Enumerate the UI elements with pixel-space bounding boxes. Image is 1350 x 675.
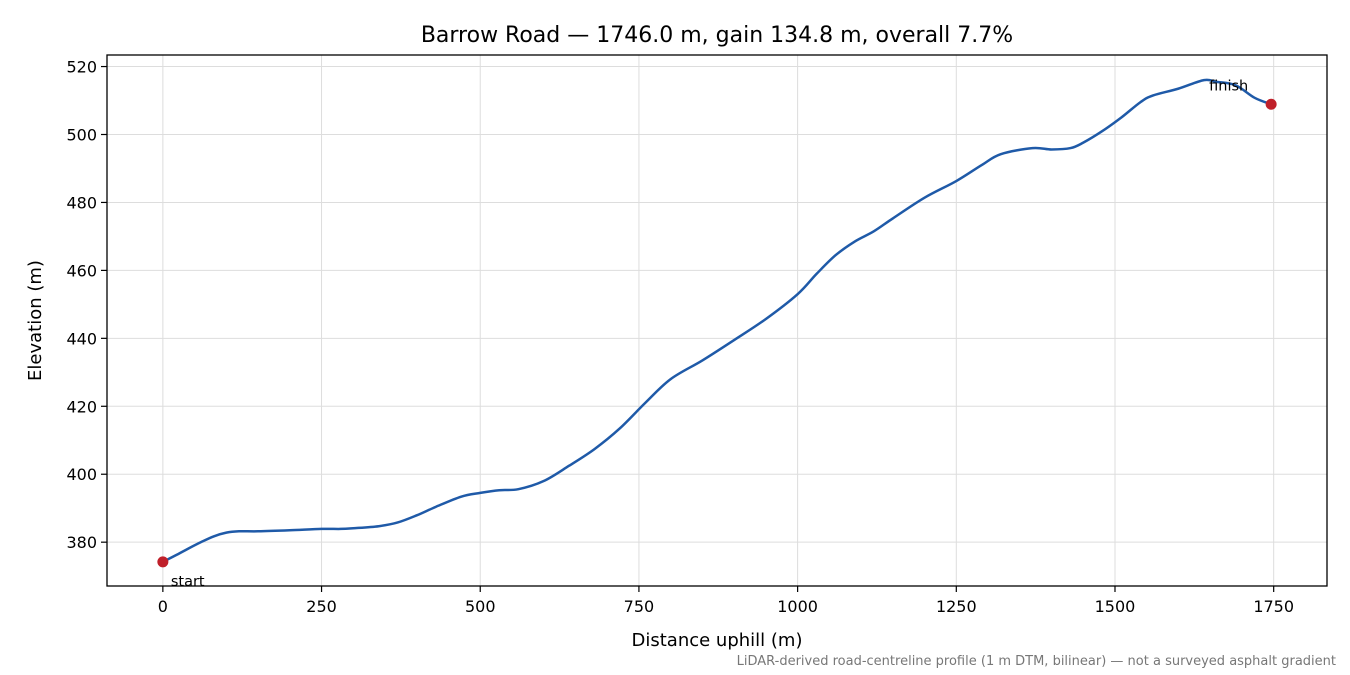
y-axis-label: Elevation (m) [25,260,46,381]
x-axis-ticks: 0 250 500 750 1000 1250 1500 1750 [158,586,1294,616]
x-tick-label: 1500 [1095,597,1136,616]
y-tick-label: 460 [66,261,97,280]
y-tick-label: 520 [66,58,97,77]
finish-marker [1265,98,1277,110]
footnote: LiDAR-derived road-centreline profile (1… [737,654,1336,669]
grid-layer [107,55,1327,586]
x-tick-label: 750 [624,597,655,616]
y-tick-label: 480 [66,193,97,212]
plot-frame [106,54,1328,587]
finish-label: finish [1209,78,1248,94]
x-tick-label: 1000 [777,597,818,616]
start-label: start [171,574,205,590]
elevation-profile-line [161,78,1273,564]
y-tick-label: 440 [66,329,97,348]
y-axis-ticks: 380 400 420 440 460 480 500 520 [66,58,107,552]
x-tick-label: 1750 [1253,597,1294,616]
y-tick-label: 500 [66,125,97,144]
x-axis-label: Distance uphill (m) [632,630,803,651]
x-tick-label: 500 [465,597,496,616]
start-marker [157,556,169,568]
x-tick-label: 1250 [936,597,977,616]
endpoint-markers: start finish [157,78,1277,590]
y-tick-label: 380 [66,533,97,552]
x-tick-label: 250 [306,597,337,616]
y-tick-label: 420 [66,397,97,416]
y-tick-label: 400 [66,465,97,484]
x-tick-label: 0 [158,597,168,616]
chart-title: Barrow Road — 1746.0 m, gain 134.8 m, ov… [421,23,1013,48]
